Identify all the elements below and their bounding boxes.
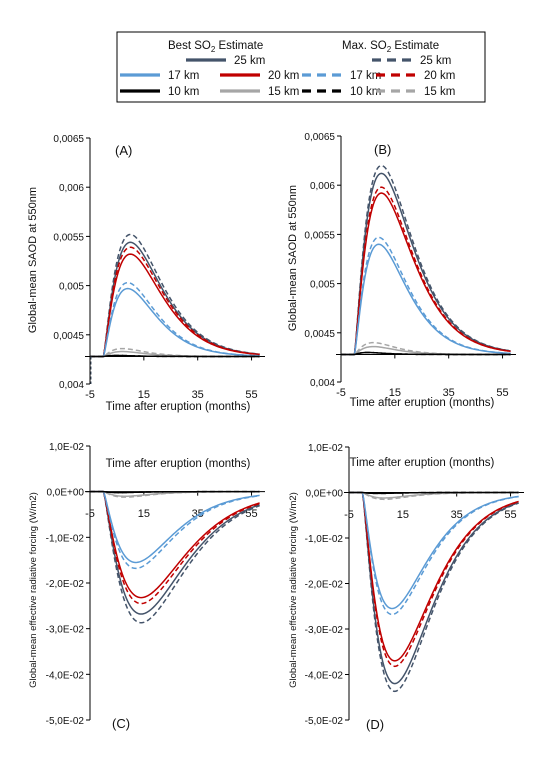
y-axis-label: Global-mean SAOD at 550nm: [27, 187, 39, 333]
series-line-10km-max: [349, 491, 519, 495]
y-tick-label: 0,005: [310, 280, 335, 291]
legend-best-label-15km: 15 km: [268, 86, 299, 98]
x-tick-label: 15: [397, 509, 409, 521]
series-line-20km-max: [349, 491, 519, 668]
x-axis-label: Time after eruption (months): [350, 457, 495, 469]
y-tick-label: 0,006: [59, 183, 84, 194]
x-tick-label: -5: [336, 387, 346, 399]
x-tick-label: 35: [443, 387, 455, 399]
y-tick-label: 0,005: [59, 282, 84, 293]
x-tick-label: 15: [138, 508, 150, 520]
panel-label: (D): [366, 717, 384, 732]
x-tick-label: 35: [451, 509, 463, 521]
y-tick-label: -4,0E-02: [46, 670, 85, 681]
legend-best-label-20km: 20 km: [268, 70, 299, 82]
panel-d: 1,0E-02 0,0E+00 -1,0E-02 -2,0E-02 -3,0E-02 -4…: [288, 443, 524, 732]
y-tick-label: 0,004: [310, 378, 335, 389]
legend-best-label-17km: 17 km: [168, 70, 199, 82]
series-line-17km-max: [341, 236, 511, 356]
y-tick-label: -2,0E-02: [305, 580, 344, 591]
series-line-20km-max: [341, 186, 511, 356]
series-line-25km-best: [349, 491, 519, 685]
y-tick-label: 1,0E-02: [308, 443, 343, 454]
series-line-10km-max: [90, 354, 260, 358]
y-tick-label: 1,0E-02: [49, 442, 84, 453]
x-tick-label: 55: [504, 509, 516, 521]
legend-max-label-15km: 15 km: [424, 86, 455, 98]
legend-max-label-20km: 20 km: [424, 70, 455, 82]
x-tick-label: 35: [192, 389, 204, 401]
series-line-25km-max: [349, 491, 519, 693]
y-tick-label: 0,006: [310, 181, 335, 192]
series-line-20km-max: [90, 490, 260, 605]
y-tick-label: 0,0055: [304, 230, 335, 241]
x-tick-label: 55: [496, 387, 508, 399]
y-tick-label: 0,0065: [53, 134, 84, 145]
y-tick-label: -5,0E-02: [305, 716, 344, 727]
y-tick-label: 0,004: [59, 380, 84, 391]
series-line-25km-max: [90, 490, 260, 624]
x-tick-label: -5: [344, 509, 354, 521]
series-line-10km-max: [90, 490, 260, 494]
x-axis-label: Time after eruption (months): [350, 397, 495, 409]
legend-max-label-17km: 17 km: [350, 70, 381, 82]
y-tick-label: -1,0E-02: [305, 534, 344, 545]
panel-label: (C): [112, 716, 130, 731]
y-axis-label: Global-mean effective radiative forcing …: [28, 492, 39, 688]
legend-max-title: Max. SO2 Estimate: [342, 40, 439, 54]
series-line-17km-max: [90, 281, 260, 358]
panel-b: 0,004 0,0045 0,005 0,0055 0,006 0,0065 -5 15 35 5…: [287, 132, 516, 409]
legend-max-label-10km: 10 km: [350, 86, 381, 98]
x-tick-label: 15: [138, 389, 150, 401]
panel-c: 1,0E-02 0,0E+00 -1,0E-02 -2,0E-02 -3,0E-02 -4…: [28, 442, 265, 731]
y-tick-label: -3,0E-02: [46, 625, 85, 636]
x-tick-label: 55: [245, 389, 257, 401]
series-line-17km-max: [90, 490, 260, 570]
series-line-17km-best: [349, 491, 519, 610]
y-tick-label: 0,0045: [304, 329, 335, 340]
series-line-25km-max: [90, 233, 260, 358]
x-axis-label: Time after eruption (months): [106, 458, 251, 470]
legend-best-label-10km: 10 km: [168, 86, 199, 98]
y-tick-label: -3,0E-02: [305, 625, 344, 636]
y-tick-label: 0,0065: [304, 132, 335, 143]
series-line-25km-max: [341, 164, 511, 356]
x-axis-label: Time after eruption (months): [106, 401, 251, 413]
y-tick-label: 0,0055: [53, 232, 84, 243]
x-tick-label: 15: [389, 387, 401, 399]
series-line-25km-best: [90, 490, 260, 615]
legend-items: 25 km 17 km 20 km 10 km 15 km 25 km 17 km 20 km…: [120, 55, 455, 98]
y-axis-label: Global-mean effective radiative forcing …: [288, 492, 299, 688]
y-tick-label: -2,0E-02: [46, 579, 85, 590]
y-tick-label: 0,0E+00: [305, 489, 343, 500]
y-tick-label: -1,0E-02: [46, 533, 85, 544]
y-tick-label: 0,0045: [53, 331, 84, 342]
series-line-25km-best: [90, 241, 260, 358]
y-axis-label: Global-mean SAOD at 550nm: [287, 185, 299, 331]
legend-best-title: Best SO2 Estimate: [168, 40, 263, 54]
panel-a: 0,004 0,0045 0,005 0,0055 0,006 0,0065 -5 15 35 5…: [27, 134, 265, 413]
x-tick-label: 55: [245, 508, 257, 520]
x-tick-label: -5: [85, 508, 95, 520]
panel-label: (A): [115, 143, 132, 158]
y-tick-label: -4,0E-02: [305, 671, 344, 682]
panel-label: (B): [374, 142, 391, 157]
panels: 0,004 0,0045 0,005 0,0055 0,006 0,0065 -5 15 35 5…: [27, 132, 524, 732]
x-tick-label: -5: [85, 389, 95, 401]
y-tick-label: 0,0E+00: [46, 488, 84, 499]
legend-box: [116, 31, 486, 103]
series-line-20km-max: [90, 246, 260, 358]
series-line-10km-max: [341, 351, 511, 356]
series-line-20km-best: [90, 490, 260, 599]
series-line-20km-best: [341, 192, 511, 356]
legend: Best SO2 Estimate Max. SO2 Estimate 25 k…: [116, 31, 486, 103]
legend-best-label-25km: 25 km: [234, 55, 265, 67]
legend-max-label-25km: 25 km: [420, 55, 451, 67]
series-line-17km-max: [349, 491, 519, 616]
y-tick-label: -5,0E-02: [46, 716, 85, 727]
series-line-20km-best: [90, 253, 260, 358]
